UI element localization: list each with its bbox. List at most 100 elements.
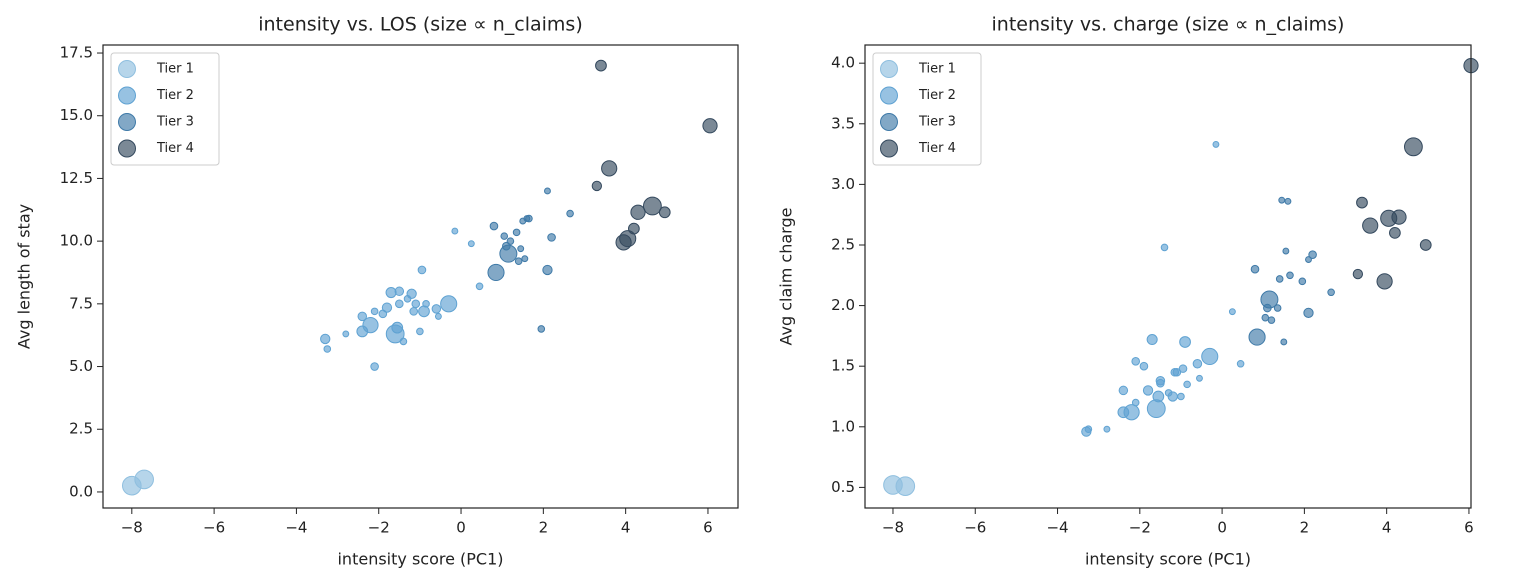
point bbox=[489, 221, 499, 231]
y-tick-label: 2.5 bbox=[69, 420, 93, 438]
legend-marker bbox=[118, 86, 136, 105]
point bbox=[1146, 333, 1158, 346]
point bbox=[537, 325, 546, 333]
point bbox=[417, 265, 427, 275]
x-tick-label: 0 bbox=[1217, 519, 1227, 537]
point bbox=[1263, 303, 1272, 313]
point bbox=[411, 299, 421, 309]
point bbox=[619, 230, 637, 248]
point bbox=[320, 333, 331, 345]
point bbox=[370, 307, 379, 316]
x-tick-label: −4 bbox=[1046, 519, 1068, 537]
point bbox=[370, 362, 379, 371]
point bbox=[1403, 137, 1423, 157]
point bbox=[601, 160, 618, 177]
point bbox=[1152, 390, 1165, 403]
x-tick-label: −2 bbox=[1129, 519, 1151, 537]
point bbox=[1146, 399, 1166, 419]
x-axis-label: intensity score (PC1) bbox=[1085, 550, 1251, 569]
chart-title: intensity vs. LOS (size ∝ n_claims) bbox=[258, 14, 583, 36]
point bbox=[1250, 264, 1260, 274]
y-tick-label: 0.0 bbox=[69, 482, 93, 500]
x-tick-label: −8 bbox=[882, 519, 904, 537]
point bbox=[1261, 313, 1270, 322]
point bbox=[1282, 247, 1290, 255]
point bbox=[487, 263, 505, 282]
y-tick-label: 10.0 bbox=[60, 232, 93, 250]
x-tick-label: 6 bbox=[1464, 519, 1474, 537]
point bbox=[1352, 268, 1364, 280]
legend-marker bbox=[118, 139, 136, 158]
point bbox=[1118, 385, 1129, 396]
x-tick-label: −6 bbox=[203, 519, 225, 537]
point bbox=[1389, 226, 1401, 239]
legend-marker bbox=[880, 86, 898, 105]
x-tick-label: 0 bbox=[456, 519, 466, 537]
point bbox=[1275, 275, 1284, 283]
legend-marker bbox=[880, 113, 898, 131]
point bbox=[566, 209, 574, 218]
x-tick-label: −8 bbox=[121, 519, 143, 537]
point bbox=[418, 305, 430, 318]
point bbox=[1273, 304, 1282, 312]
y-tick-label: 0.5 bbox=[831, 478, 855, 496]
legend-label: Tier 3 bbox=[918, 115, 956, 130]
legend-marker bbox=[880, 60, 898, 78]
point bbox=[658, 206, 671, 219]
y-axis-label: Avg claim charge bbox=[777, 208, 796, 346]
point bbox=[1172, 367, 1182, 377]
point bbox=[544, 187, 551, 195]
x-tick-label: −4 bbox=[285, 519, 307, 537]
point bbox=[1178, 364, 1188, 373]
point bbox=[434, 312, 442, 320]
legend-label: Tier 2 bbox=[156, 88, 194, 103]
point bbox=[467, 240, 475, 248]
legend-marker bbox=[880, 139, 898, 158]
legend-label: Tier 3 bbox=[156, 115, 194, 130]
point bbox=[500, 232, 509, 240]
point bbox=[1298, 277, 1307, 286]
point bbox=[1308, 250, 1317, 259]
point bbox=[1278, 196, 1286, 204]
chart-title: intensity vs. charge (size ∝ n_claims) bbox=[992, 14, 1345, 36]
point bbox=[323, 345, 332, 353]
point bbox=[1131, 398, 1140, 407]
y-tick-label: 1.0 bbox=[831, 417, 855, 435]
x-tick-label: 2 bbox=[1300, 519, 1310, 537]
point bbox=[440, 295, 458, 313]
y-tick-label: 4.0 bbox=[831, 54, 855, 72]
point bbox=[1084, 425, 1093, 434]
point bbox=[395, 299, 404, 309]
point bbox=[1156, 378, 1165, 388]
point bbox=[1280, 338, 1288, 346]
point bbox=[506, 237, 515, 245]
legend-box bbox=[110, 52, 220, 166]
legend-label: Tier 2 bbox=[918, 88, 956, 103]
point bbox=[628, 222, 640, 235]
point bbox=[512, 228, 521, 237]
point bbox=[1131, 357, 1141, 366]
y-tick-label: 7.5 bbox=[69, 294, 93, 312]
legend-label: Tier 4 bbox=[156, 141, 194, 156]
point bbox=[521, 255, 529, 263]
point bbox=[1196, 374, 1203, 382]
point bbox=[542, 264, 553, 276]
point bbox=[702, 118, 718, 134]
point bbox=[1391, 209, 1407, 225]
point bbox=[416, 327, 424, 336]
legend-marker bbox=[118, 113, 136, 131]
point bbox=[1362, 217, 1379, 234]
point bbox=[451, 227, 459, 235]
point bbox=[1212, 140, 1220, 148]
y-tick-label: 15.0 bbox=[60, 106, 93, 124]
x-tick-label: −2 bbox=[368, 519, 390, 537]
point bbox=[1267, 316, 1276, 324]
point bbox=[1419, 239, 1432, 251]
point bbox=[409, 307, 419, 316]
point bbox=[514, 257, 523, 265]
legend-box bbox=[872, 52, 982, 166]
point bbox=[475, 282, 484, 291]
point bbox=[134, 469, 154, 490]
point bbox=[1142, 385, 1154, 396]
